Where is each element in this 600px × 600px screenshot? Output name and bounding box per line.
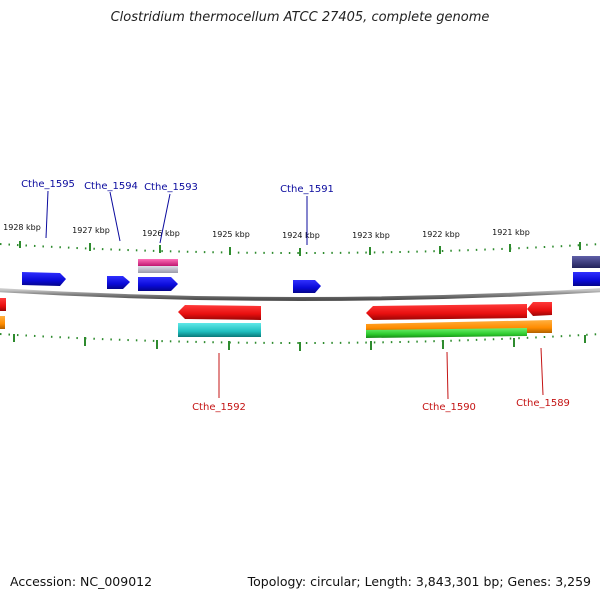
grey-feature[interactable] [138,266,178,273]
reverse-strand-features [0,298,552,338]
gene-label[interactable]: Cthe_1595 [21,179,75,190]
pink-feature[interactable] [138,259,178,266]
rna-feature[interactable] [366,328,527,338]
reverse-cds-arrow[interactable] [0,298,6,311]
forward-strand-features [22,256,600,293]
forward-cds-arrow[interactable] [22,272,66,286]
gene-label[interactable]: Cthe_1594 [84,181,138,192]
topology-text: Topology: circular; Length: 3,843,301 bp… [247,574,591,589]
gene-feature[interactable] [0,316,5,329]
gene-label[interactable]: Cthe_1591 [280,184,334,195]
gene-label[interactable]: Cthe_1592 [192,402,246,413]
genome-backbone [0,288,600,301]
upper-tick-row [0,241,600,256]
tick-label: 1924 kbp [282,231,320,240]
tick-label: 1927 kbp [72,226,110,235]
reverse-cds-arrow[interactable] [366,304,527,320]
tick-label: 1921 kbp [492,228,530,237]
navy-feature[interactable] [572,256,600,268]
gene-label[interactable]: Cthe_1589 [516,398,570,409]
forward-cds-arrow[interactable] [107,276,130,289]
label-leader-lines [45,190,544,400]
tick-label: 1926 kbp [142,229,180,238]
misc-feature[interactable] [178,323,261,337]
tick-label: 1925 kbp [212,230,250,239]
accession-text: Accession: NC_009012 [10,574,153,589]
map-title: Clostridium thermocellum ATCC 27405, com… [110,10,490,25]
gene-labels: Cthe_1595 Cthe_1594 Cthe_1593 Cthe_1591 … [21,179,570,413]
lower-tick-row [0,333,600,351]
gene-label[interactable]: Cthe_1593 [144,182,198,193]
reverse-cds-arrow[interactable] [178,305,261,320]
forward-cds-arrow[interactable] [293,280,321,293]
tick-label: 1923 kbp [352,231,390,240]
forward-cds-arrow[interactable] [573,272,600,286]
gene-label[interactable]: Cthe_1590 [422,402,476,413]
reverse-cds-arrow[interactable] [527,302,552,316]
tick-label: 1928 kbp [3,223,41,232]
tick-label: 1922 kbp [422,230,460,239]
forward-cds-arrow[interactable] [138,277,178,291]
tick-labels: 1928 kbp 1927 kbp 1926 kbp 1925 kbp 1924… [3,223,530,240]
